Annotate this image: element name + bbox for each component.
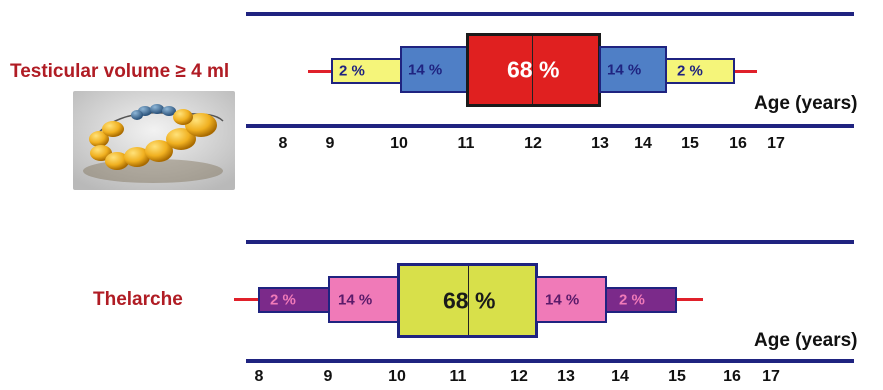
segment-label-1-3: 68 % <box>507 56 560 83</box>
tick-1-16: 16 <box>729 135 747 152</box>
segment-2-4: 14 % <box>535 276 607 323</box>
median-line-2 <box>468 266 469 335</box>
top-rule-2 <box>246 240 854 244</box>
thelarche-label: Thelarche <box>93 289 183 310</box>
segment-label-2-2: 14 % <box>338 291 373 308</box>
tick-2-17: 17 <box>762 368 780 385</box>
tick-2-13: 13 <box>557 368 575 385</box>
segment-2-5: 2 % <box>605 287 677 313</box>
segment-2-2: 14 % <box>328 276 400 323</box>
median-line-1 <box>532 36 533 104</box>
age-axis-title-2: Age (years) <box>754 330 858 351</box>
age-axis-title-1: Age (years) <box>754 93 858 114</box>
axis-rule-1 <box>246 124 854 128</box>
tick-2-16: 16 <box>723 368 741 385</box>
axis-rule-2 <box>246 359 854 363</box>
segment-label-1-2: 14 % <box>408 61 443 78</box>
segment-label-2-3: 68 % <box>443 287 496 313</box>
testicular-volume-label: Testicular volume ≥ 4 ml <box>10 61 230 82</box>
segment-1-4: 14 % <box>599 46 667 93</box>
segment-label-2-5: 2 % <box>619 291 645 309</box>
tick-1-11: 11 <box>457 135 475 152</box>
upper-whisker-2 <box>675 298 703 301</box>
segment-label-1-5: 2 % <box>677 62 703 80</box>
segment-label-1-4: 14 % <box>607 61 642 78</box>
top-rule-1 <box>246 12 854 16</box>
tick-2-12: 12 <box>510 368 528 385</box>
tick-1-15: 15 <box>681 135 699 152</box>
orchidometer-beads-photo-icon <box>73 91 235 190</box>
segment-1-3: 68 % <box>466 33 601 107</box>
tick-1-9: 9 <box>325 135 335 152</box>
lower-whisker-1 <box>308 70 332 73</box>
tick-2-8: 8 <box>254 368 264 385</box>
tick-2-9: 9 <box>323 368 333 385</box>
tick-1-10: 10 <box>390 135 408 152</box>
segment-1-5: 2 % <box>665 58 735 84</box>
segment-2-1: 2 % <box>258 287 330 313</box>
segment-label-1-1: 2 % <box>339 62 365 80</box>
tick-2-11: 11 <box>449 368 467 385</box>
tick-1-14: 14 <box>634 135 652 152</box>
tick-1-17: 17 <box>767 135 785 152</box>
tick-2-14: 14 <box>611 368 629 385</box>
tick-1-12: 12 <box>524 135 542 152</box>
upper-whisker-1 <box>733 70 757 73</box>
segment-1-2: 14 % <box>400 46 469 93</box>
segment-label-2-1: 2 % <box>270 291 296 309</box>
segment-1-1: 2 % <box>331 58 402 84</box>
tick-2-10: 10 <box>388 368 406 385</box>
tick-1-13: 13 <box>591 135 609 152</box>
segment-label-2-4: 14 % <box>545 291 580 308</box>
tick-2-15: 15 <box>668 368 686 385</box>
tick-1-8: 8 <box>278 135 288 152</box>
lower-whisker-2 <box>234 298 259 301</box>
